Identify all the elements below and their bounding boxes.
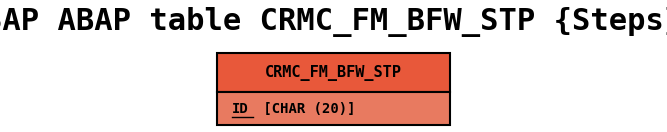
FancyBboxPatch shape <box>217 53 450 92</box>
Text: CRMC_FM_BFW_STP: CRMC_FM_BFW_STP <box>265 65 402 81</box>
Text: [CHAR (20)]: [CHAR (20)] <box>255 102 356 116</box>
Text: SAP ABAP table CRMC_FM_BFW_STP {Steps}: SAP ABAP table CRMC_FM_BFW_STP {Steps} <box>0 7 667 37</box>
Text: ID: ID <box>231 102 248 116</box>
FancyBboxPatch shape <box>217 92 450 125</box>
